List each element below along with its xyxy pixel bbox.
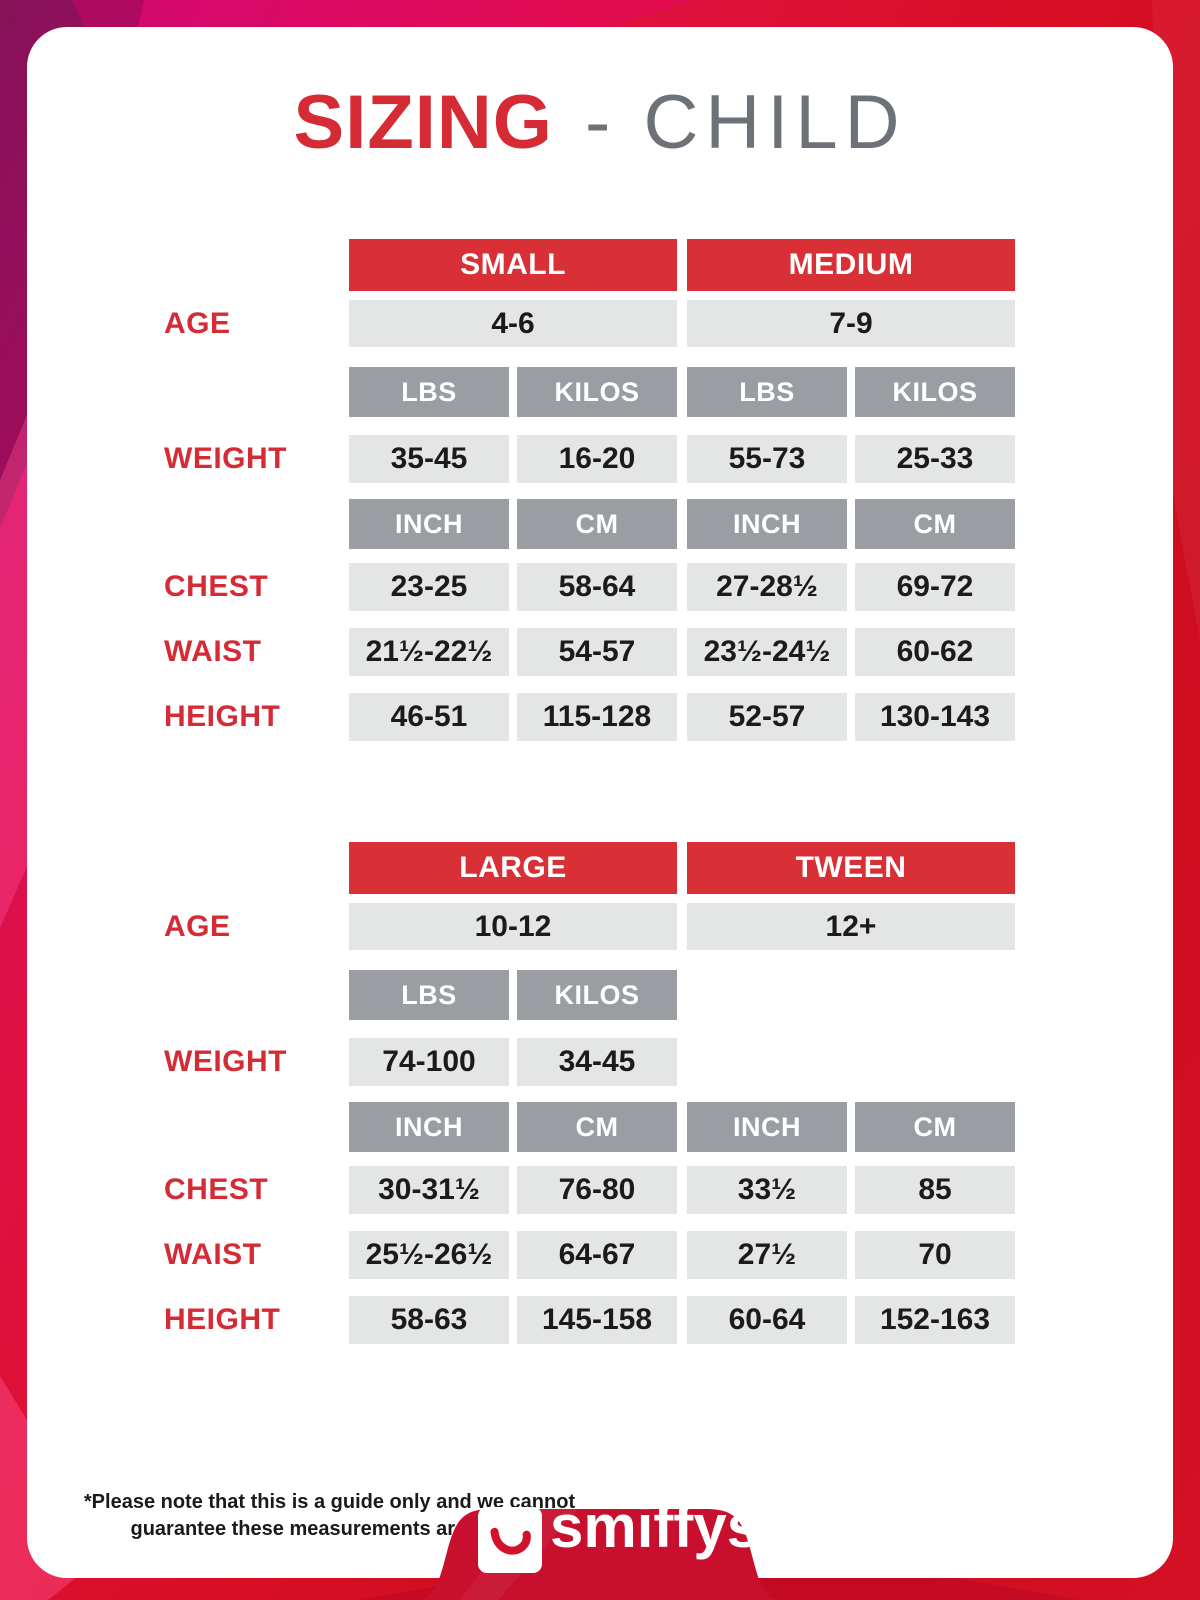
weight-medium-kilos: 25-33 (855, 435, 1015, 483)
size-header-tween: TWEEN (687, 842, 1015, 894)
height-small-inch: 46-51 (349, 693, 509, 741)
height-row: HEIGHT 46-51 115-128 52-57 130-143 (164, 693, 1015, 741)
weight-small-lbs: 35-45 (349, 435, 509, 483)
sizing-card: SIZING - CHILD SMALL MEDIUM AGE 4-6 7-9 … (27, 27, 1173, 1578)
age-medium: 7-9 (687, 300, 1015, 347)
size-header-large: LARGE (349, 842, 677, 894)
height-small-cm: 115-128 (517, 693, 677, 741)
row-label-weight: WEIGHT (164, 1045, 287, 1078)
title-separator: - (585, 80, 612, 165)
disclaimer-line-2: guarantee these measurements are exact. (130, 1518, 529, 1540)
row-label-age: AGE (164, 909, 231, 943)
unit-header-inch: INCH (349, 499, 509, 549)
unit-header-cm: CM (517, 499, 677, 549)
height-row: HEIGHT 58-63 145-158 60-64 152-163 (164, 1296, 1015, 1344)
row-label-spacer (164, 1102, 349, 1152)
waist-tween-cm: 70 (855, 1231, 1015, 1279)
unit-header-inch: INCH (349, 1102, 509, 1152)
size-header-row: LARGE TWEEN (164, 842, 1015, 894)
unit-header-cm: CM (855, 1102, 1015, 1152)
brand-name: smiffys (550, 1493, 761, 1560)
height-tween-inch: 60-64 (687, 1296, 847, 1344)
weight-units-row: LBS KILOS LBS KILOS (164, 367, 1015, 417)
row-label-weight: WEIGHT (164, 442, 287, 475)
waist-row: WAIST 25½-26½ 64-67 27½ 70 (164, 1231, 1015, 1279)
row-label-height: HEIGHT (164, 700, 281, 733)
chest-large-inch: 30-31½ (349, 1166, 509, 1214)
weight-large-lbs: 74-100 (349, 1038, 509, 1086)
chest-medium-inch: 27-28½ (687, 563, 847, 611)
height-tween-cm: 152-163 (855, 1296, 1015, 1344)
waist-small-inch: 21½-22½ (349, 628, 509, 676)
row-label-height: HEIGHT (164, 1303, 281, 1336)
brand-wordmark: smiffys ™ (550, 1492, 780, 1561)
waist-large-inch: 25½-26½ (349, 1231, 509, 1279)
waist-medium-inch: 23½-24½ (687, 628, 847, 676)
age-large: 10-12 (349, 903, 677, 950)
unit-header-cm: CM (517, 1102, 677, 1152)
row-label-chest: CHEST (164, 570, 269, 603)
title-primary: SIZING (293, 80, 553, 165)
unit-header-kilos: KILOS (855, 367, 1015, 417)
disclaimer-note: *Please note that this is a guide only a… (57, 1489, 602, 1543)
row-label-spacer (164, 239, 349, 291)
row-label-chest: CHEST (164, 1173, 269, 1206)
chest-medium-cm: 69-72 (855, 563, 1015, 611)
waist-tween-inch: 27½ (687, 1231, 847, 1279)
row-label-spacer (164, 970, 349, 1020)
weight-medium-lbs: 55-73 (687, 435, 847, 483)
weight-row: WEIGHT 74-100 34-45 (164, 1038, 1015, 1086)
waist-row: WAIST 21½-22½ 54-57 23½-24½ 60-62 (164, 628, 1015, 676)
unit-header-cm: CM (855, 499, 1015, 549)
weight-small-kilos: 16-20 (517, 435, 677, 483)
height-medium-inch: 52-57 (687, 693, 847, 741)
row-label-spacer (164, 367, 349, 417)
age-tween: 12+ (687, 903, 1015, 950)
chest-small-inch: 23-25 (349, 563, 509, 611)
row-label-spacer (164, 842, 349, 894)
height-large-inch: 58-63 (349, 1296, 509, 1344)
measure-units-row: INCH CM INCH CM (164, 1102, 1015, 1152)
weight-row: WEIGHT 35-45 16-20 55-73 25-33 (164, 435, 1015, 483)
smile-icon (478, 1507, 542, 1573)
size-table-small-medium: SMALL MEDIUM AGE 4-6 7-9 LBS KILOS LBS K… (164, 239, 1015, 741)
weight-large-kilos: 34-45 (517, 1038, 677, 1086)
title-secondary: CHILD (643, 80, 907, 165)
row-label-waist: WAIST (164, 635, 262, 668)
row-label-spacer (164, 499, 349, 549)
unit-header-inch: INCH (687, 499, 847, 549)
row-label-waist: WAIST (164, 1238, 262, 1271)
unit-header-lbs: LBS (349, 970, 509, 1020)
unit-header-kilos: KILOS (517, 367, 677, 417)
row-label-age: AGE (164, 306, 231, 340)
waist-small-cm: 54-57 (517, 628, 677, 676)
size-header-medium: MEDIUM (687, 239, 1015, 291)
height-medium-cm: 130-143 (855, 693, 1015, 741)
unit-header-inch: INCH (687, 1102, 847, 1152)
unit-header-lbs: LBS (349, 367, 509, 417)
chest-tween-inch: 33½ (687, 1166, 847, 1214)
waist-large-cm: 64-67 (517, 1231, 677, 1279)
size-header-small: SMALL (349, 239, 677, 291)
measure-units-row: INCH CM INCH CM (164, 499, 1015, 549)
chest-large-cm: 76-80 (517, 1166, 677, 1214)
chest-tween-cm: 85 (855, 1166, 1015, 1214)
age-small: 4-6 (349, 300, 677, 347)
page-title: SIZING - CHILD (27, 79, 1173, 166)
chest-small-cm: 58-64 (517, 563, 677, 611)
chest-row: CHEST 23-25 58-64 27-28½ 69-72 (164, 563, 1015, 611)
chest-row: CHEST 30-31½ 76-80 33½ 85 (164, 1166, 1015, 1214)
height-large-cm: 145-158 (517, 1296, 677, 1344)
unit-header-kilos: KILOS (517, 970, 677, 1020)
age-row: AGE 10-12 12+ (164, 903, 1015, 950)
unit-header-lbs: LBS (687, 367, 847, 417)
waist-medium-cm: 60-62 (855, 628, 1015, 676)
brand-tab: smiffys ™ (408, 1484, 790, 1600)
disclaimer-line-1: *Please note that this is a guide only a… (83, 1491, 576, 1513)
size-table-large-tween: LARGE TWEEN AGE 10-12 12+ LBS KILOS WEIG… (164, 842, 1015, 1344)
trademark-symbol: ™ (762, 1497, 780, 1516)
age-row: AGE 4-6 7-9 (164, 300, 1015, 347)
size-header-row: SMALL MEDIUM (164, 239, 1015, 291)
weight-units-row: LBS KILOS (164, 970, 1015, 1020)
